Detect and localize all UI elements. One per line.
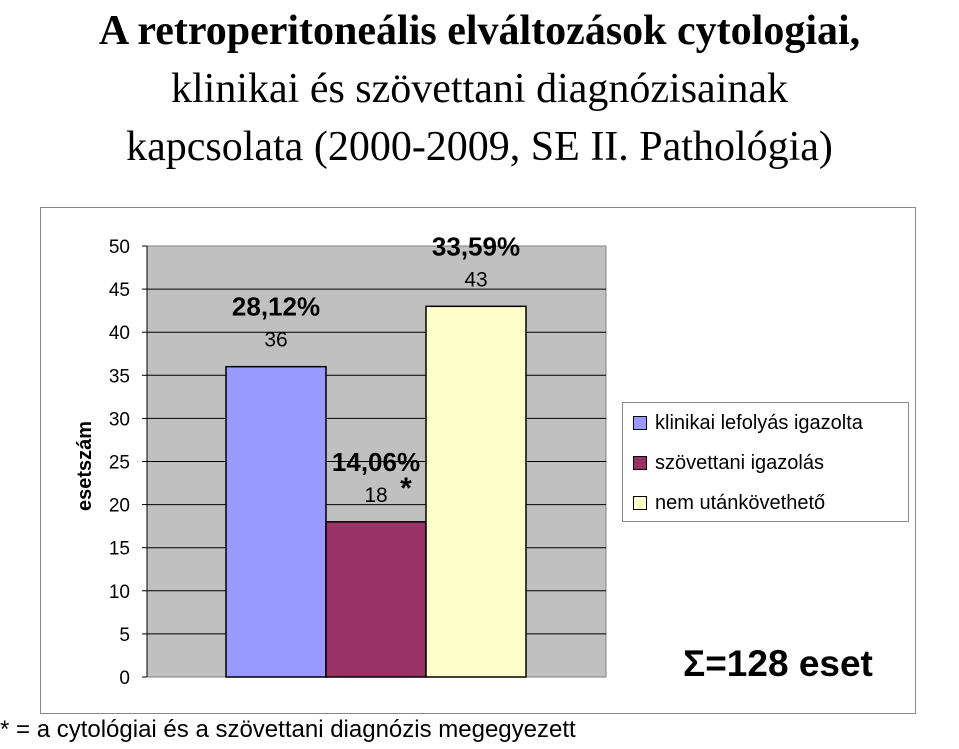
y-tick-label: 15 bbox=[109, 539, 130, 560]
bar-2 bbox=[325, 521, 427, 678]
legend-swatch-1 bbox=[633, 416, 647, 430]
y-tick-label: 50 bbox=[109, 237, 130, 258]
total-cases: Σ=128 eset bbox=[683, 643, 873, 684]
legend: klinikai lefolyás igazolta szövettani ig… bbox=[622, 402, 909, 522]
bar-value-label-1: 36 bbox=[264, 329, 287, 352]
bar-percent-label-3: 33,59% bbox=[432, 231, 520, 261]
bar-value-label-3: 43 bbox=[464, 268, 487, 291]
y-tick-label: 45 bbox=[109, 280, 130, 301]
y-tick-label: 35 bbox=[109, 366, 130, 387]
y-tick-label: 5 bbox=[119, 625, 130, 646]
bar-percent-label-1: 28,12% bbox=[232, 292, 320, 322]
footnote: * = a cytológiai és a szövettani diagnóz… bbox=[0, 716, 576, 743]
y-tick-label: 10 bbox=[109, 582, 130, 603]
legend-item-2: szövettani igazolás bbox=[633, 449, 824, 477]
legend-label-3: nem utánkövethető bbox=[655, 491, 826, 514]
chart-title: A retroperitoneális elváltozások cytolog… bbox=[0, 2, 959, 176]
bar-percent-label-2: 14,06% bbox=[332, 447, 420, 477]
bar-3 bbox=[425, 305, 527, 678]
y-tick-label: 40 bbox=[109, 323, 130, 344]
bar-value-label-2: 18 bbox=[364, 484, 387, 507]
legend-swatch-2 bbox=[633, 456, 647, 470]
bar-1 bbox=[225, 365, 327, 678]
y-tick-label: 0 bbox=[119, 668, 130, 689]
y-axis-label: esetszám bbox=[74, 421, 96, 511]
legend-label-1: klinikai lefolyás igazolta bbox=[655, 411, 863, 434]
title-line-2: klinikai és szövettani diagnózisainak bbox=[171, 66, 788, 112]
legend-item-1: klinikai lefolyás igazolta bbox=[633, 409, 863, 437]
y-tick-label: 30 bbox=[109, 409, 130, 430]
y-tick-label: 20 bbox=[109, 496, 130, 517]
y-tick-label: 25 bbox=[109, 453, 130, 474]
title-line-3: kapcsolata (2000-2009, SE II. Pathológia… bbox=[126, 124, 833, 170]
legend-item-3: nem utánkövethető bbox=[633, 489, 825, 517]
bar-marker-2: * bbox=[400, 472, 412, 505]
legend-label-2: szövettani igazolás bbox=[655, 451, 824, 474]
title-line-1: A retroperitoneális elváltozások cytolog… bbox=[98, 8, 861, 54]
legend-swatch-3 bbox=[633, 496, 647, 510]
